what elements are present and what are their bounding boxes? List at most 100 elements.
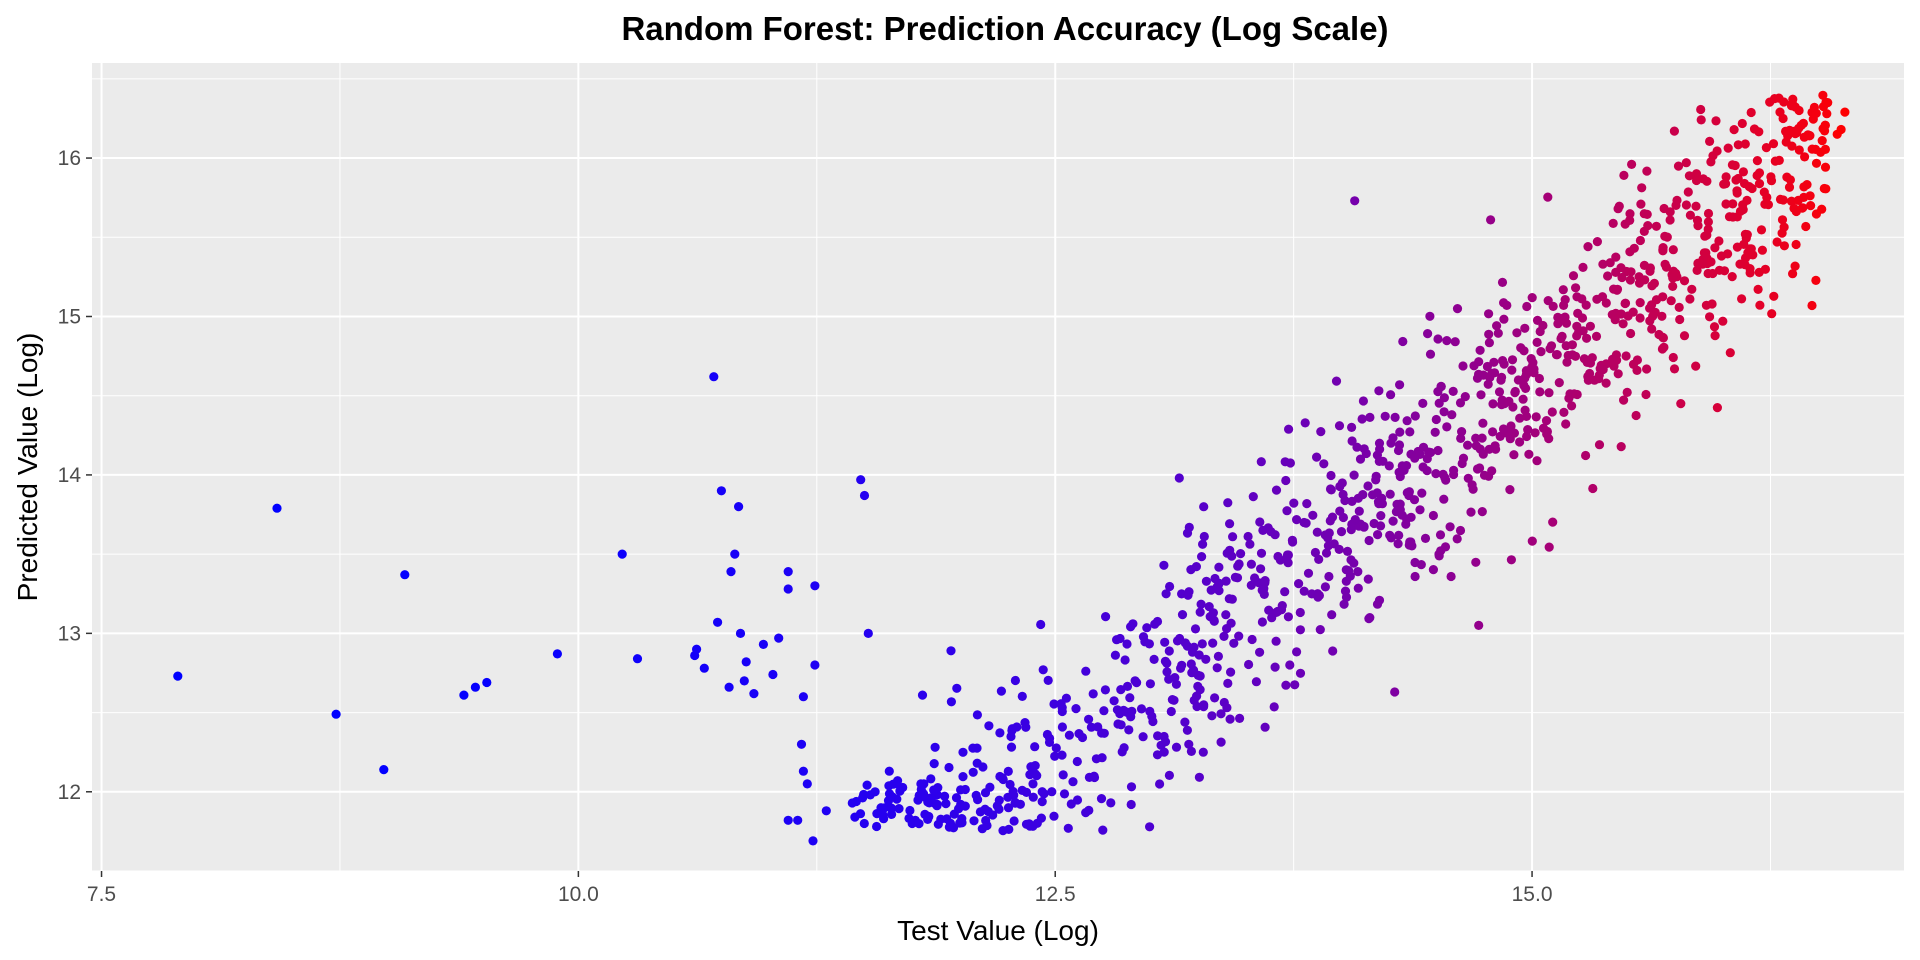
scatter-point bbox=[1010, 675, 1021, 686]
scatter-point bbox=[1619, 395, 1629, 405]
scatter-point bbox=[1081, 808, 1091, 818]
scatter-point bbox=[1557, 331, 1567, 341]
scatter-point bbox=[1475, 444, 1485, 454]
scatter-point bbox=[1643, 221, 1653, 231]
scatter-point bbox=[1223, 678, 1233, 689]
scatter-point bbox=[1030, 761, 1040, 771]
scatter-point bbox=[1785, 175, 1795, 185]
scatter-point bbox=[856, 475, 866, 485]
scatter-point bbox=[1316, 427, 1326, 437]
scatter-point bbox=[1439, 494, 1449, 504]
scatter-point bbox=[1164, 674, 1174, 684]
scatter-point bbox=[1498, 356, 1508, 366]
scatter-point bbox=[1705, 136, 1715, 146]
scatter-point bbox=[1489, 357, 1499, 367]
scatter-point bbox=[1788, 269, 1798, 279]
scatter-point bbox=[1125, 693, 1135, 703]
scatter-point bbox=[1809, 102, 1819, 112]
scatter-point bbox=[400, 570, 410, 580]
scatter-point bbox=[1189, 642, 1199, 652]
scatter-point bbox=[960, 801, 970, 811]
scatter-point bbox=[1585, 321, 1595, 331]
scatter-point bbox=[1219, 631, 1229, 642]
scatter-point bbox=[916, 779, 926, 789]
scatter-point bbox=[1415, 505, 1425, 515]
scatter-point bbox=[1323, 541, 1333, 551]
scatter-point bbox=[929, 759, 939, 769]
scatter-point bbox=[1668, 352, 1678, 363]
scatter-point bbox=[1071, 704, 1081, 714]
scatter-point bbox=[1801, 221, 1811, 232]
scatter-point bbox=[1096, 794, 1107, 804]
scatter-point bbox=[1651, 221, 1661, 231]
scatter-point bbox=[1229, 638, 1239, 648]
scatter-point bbox=[1398, 336, 1408, 347]
scatter-point bbox=[1531, 412, 1541, 422]
scatter-point bbox=[1486, 215, 1496, 225]
scatter-point bbox=[1193, 670, 1203, 681]
scatter-point bbox=[1497, 277, 1508, 287]
scatter-point bbox=[1245, 539, 1255, 549]
scatter-point bbox=[1250, 573, 1260, 583]
scatter-point bbox=[1084, 714, 1094, 724]
scatter-point bbox=[1049, 811, 1059, 821]
scatter-point bbox=[1243, 531, 1253, 542]
scatter-point bbox=[1159, 560, 1169, 570]
data-points bbox=[173, 90, 1850, 846]
scatter-point bbox=[1289, 498, 1299, 508]
scatter-point bbox=[1405, 427, 1415, 437]
scatter-point bbox=[1201, 654, 1211, 664]
scatter-point bbox=[1145, 822, 1155, 832]
scatter-point bbox=[1790, 261, 1800, 271]
scatter-point bbox=[1433, 334, 1443, 344]
scatter-point bbox=[952, 683, 962, 693]
scatter-point bbox=[1657, 311, 1667, 321]
scatter-point bbox=[1418, 462, 1428, 472]
scatter-point bbox=[968, 767, 978, 777]
scatter-point bbox=[1594, 370, 1604, 380]
scatter-point bbox=[1009, 816, 1019, 826]
scatter-point bbox=[1622, 387, 1632, 397]
scatter-point bbox=[1520, 323, 1530, 333]
scatter-point bbox=[1210, 693, 1220, 703]
scatter-point bbox=[1581, 450, 1591, 461]
scatter-point bbox=[758, 639, 769, 650]
scatter-point bbox=[1484, 338, 1494, 348]
scatter-point bbox=[1619, 170, 1629, 180]
scatter-point bbox=[1637, 183, 1647, 193]
scatter-point bbox=[1436, 381, 1446, 391]
scatter-point bbox=[1186, 659, 1196, 669]
scatter-point bbox=[1506, 555, 1516, 565]
scatter-point bbox=[1395, 380, 1405, 390]
scatter-point bbox=[1817, 204, 1827, 214]
scatter-point bbox=[1727, 160, 1737, 170]
scatter-point bbox=[1201, 576, 1211, 586]
scatter-point bbox=[1359, 444, 1369, 454]
scatter-point bbox=[944, 822, 955, 832]
scatter-point bbox=[1431, 414, 1441, 425]
scatter-point bbox=[1290, 680, 1300, 690]
scatter-point bbox=[1635, 235, 1645, 246]
scatter-point bbox=[272, 503, 282, 513]
scatter-point bbox=[1021, 819, 1032, 829]
x-tick-label: 10.0 bbox=[558, 883, 599, 906]
scatter-point bbox=[1691, 169, 1702, 179]
scatter-point bbox=[1122, 681, 1133, 692]
scatter-point bbox=[1769, 291, 1779, 301]
scatter-point bbox=[1554, 378, 1564, 388]
scatter-point bbox=[1088, 689, 1098, 699]
scatter-point bbox=[1543, 192, 1553, 202]
scatter-point bbox=[1709, 322, 1720, 332]
scatter-point bbox=[1729, 125, 1739, 135]
scatter-point bbox=[1213, 651, 1223, 662]
scatter-point bbox=[1352, 442, 1362, 452]
scatter-point bbox=[1270, 662, 1280, 672]
scatter-point bbox=[1303, 568, 1314, 578]
scatter-point bbox=[1710, 331, 1720, 341]
scatter-point bbox=[914, 819, 924, 829]
scatter-point bbox=[1184, 587, 1194, 597]
scatter-point bbox=[1030, 742, 1040, 752]
scatter-point bbox=[1295, 668, 1306, 678]
scatter-point bbox=[1227, 551, 1237, 561]
scatter-point bbox=[944, 762, 954, 773]
